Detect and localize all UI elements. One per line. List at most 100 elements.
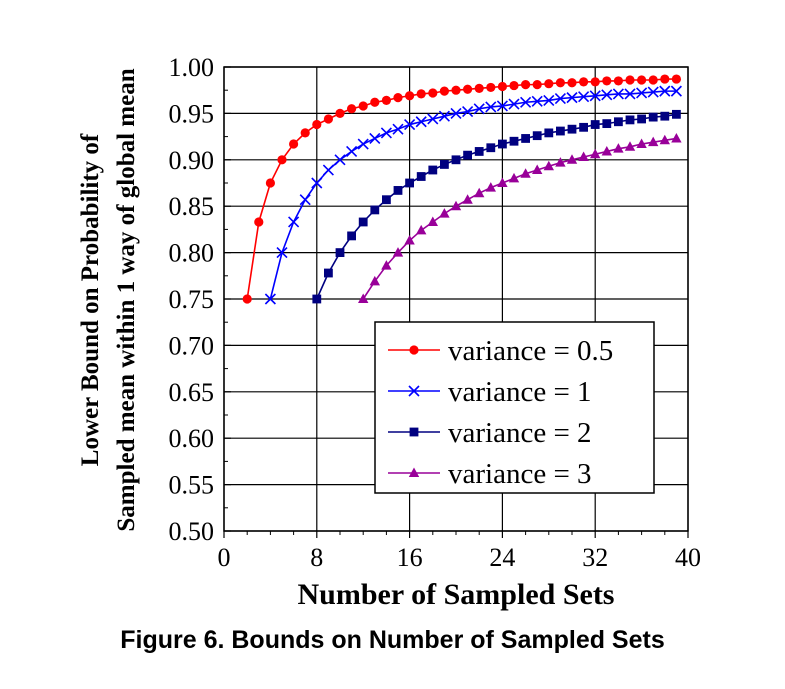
data-point [614,117,623,127]
data-point [556,126,565,136]
data-point [509,80,519,91]
data-point [427,216,438,226]
data-point [543,160,554,171]
data-point [346,145,358,158]
data-point [543,94,555,106]
data-point [496,100,508,112]
x-tick-label: 8 [310,543,323,572]
data-point [322,164,334,176]
data-point [647,86,659,98]
data-point [393,93,403,103]
data-point [589,90,601,102]
data-point [450,107,462,119]
data-point [485,101,497,113]
data-point [324,268,333,278]
data-point [590,148,601,159]
data-point [578,151,589,162]
data-point [509,136,519,146]
data-point [497,177,508,187]
data-point [554,92,566,105]
data-point [463,84,473,94]
data-point [289,139,299,149]
y-tick-label: 0.75 [169,285,215,314]
data-point [474,147,484,156]
data-point [380,127,392,139]
data-point [335,108,345,118]
x-tick-label: 0 [218,543,231,572]
y-axis-title-line-1: Lower Bound on Probability of [77,133,104,466]
data-point [299,194,311,206]
legend-entry: variance = 2 [388,417,592,449]
figure-caption: Figure 6. Bounds on Number of Sampled Se… [120,626,665,654]
x-tick-label: 40 [675,543,701,572]
data-point [498,139,507,149]
data-point [405,178,414,188]
legend-marker [409,345,419,355]
data-point [648,136,659,147]
data-point [416,224,427,235]
data-point [323,114,333,124]
data-point [497,81,507,92]
data-point [612,88,624,100]
data-point [486,143,496,153]
data-point [532,164,543,175]
legend: variance = 0.5 variance = 1 variance = 2 va… [374,321,655,494]
data-point [485,182,496,192]
data-point [532,131,542,141]
legend-marker [408,467,420,477]
data-point [276,247,288,259]
ticks: 0.50 0.55 0.60 0.65 0.70 0.75 0.80 0.85 0.90 0.95… [169,53,702,572]
data-point [579,122,588,132]
data-point [486,82,496,93]
data-point [404,118,416,131]
data-point [625,115,635,125]
data-point [613,143,624,153]
data-point [636,138,647,149]
data-point [555,78,566,88]
data-point [265,178,275,188]
legend-label: variance = 1 [448,376,592,408]
data-point [625,75,635,85]
y-tick-label: 0.55 [169,471,215,500]
legend-marker [408,385,420,397]
data-point [508,172,520,183]
data-point [300,128,310,138]
data-point [440,160,449,169]
data-point [624,141,636,151]
x-axis-title: Number of Sampled Sets [298,578,615,611]
data-point [451,85,461,95]
y-tick-label: 0.90 [169,146,215,175]
data-point [335,248,345,257]
data-point [636,87,648,99]
data-point [602,76,612,86]
data-point [544,79,554,89]
x-tick-label: 24 [489,543,515,572]
data-point [277,155,287,165]
data-point [242,294,252,304]
data-point [416,172,426,181]
data-point [532,80,542,90]
data-point [566,154,578,164]
y-tick-label: 0.65 [169,378,215,407]
series-2 [264,85,682,305]
data-point [428,88,438,98]
data-point [648,112,658,122]
y-axis-title-line-2: Sampled mean within 1 way of global mean [113,68,140,531]
data-point [415,116,427,128]
data-point [370,205,380,215]
series-3 [312,109,681,304]
data-point [312,294,322,304]
y-tick-label: 1.00 [169,53,215,82]
data-point [601,145,612,156]
series-4 [358,132,682,303]
data-point [347,104,357,114]
data-point [602,119,612,129]
data-point [624,88,636,100]
data-point [579,77,589,87]
data-point [521,80,531,90]
legend-marker [409,427,419,437]
data-point [671,74,682,84]
data-point [369,132,381,145]
y-tick-label: 0.50 [169,517,215,546]
